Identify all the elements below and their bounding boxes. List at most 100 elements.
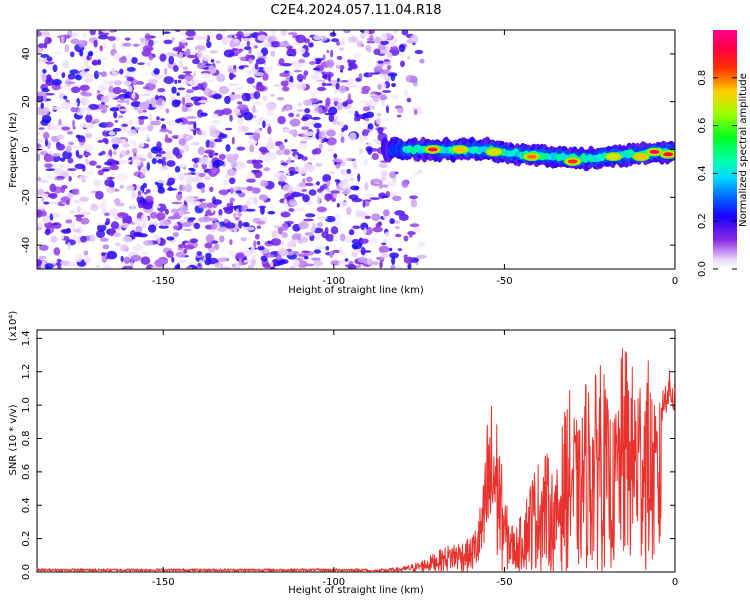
noise-speckle <box>84 68 90 72</box>
noise-speckle <box>65 199 70 206</box>
noise-speckle <box>85 133 93 138</box>
noise-speckle <box>97 72 103 75</box>
noise-speckle <box>166 236 175 241</box>
noise-speckle <box>130 254 142 262</box>
noise-speckle <box>196 50 203 59</box>
noise-speckle <box>389 218 395 225</box>
noise-speckle <box>156 212 166 221</box>
noise-speckle <box>314 147 322 155</box>
noise-speckle <box>38 255 47 260</box>
noise-speckle <box>47 122 51 131</box>
noise-speckle <box>41 106 50 115</box>
noise-speckle <box>224 95 231 105</box>
noise-speckle <box>185 30 196 37</box>
noise-speckle <box>229 239 233 246</box>
noise-speckle <box>128 118 133 124</box>
y-tick-label: -40 <box>21 237 32 253</box>
noise-speckle <box>247 197 259 201</box>
noise-speckle <box>59 157 66 162</box>
noise-speckle <box>102 80 111 84</box>
signal-peak-core <box>427 147 438 152</box>
noise-speckle <box>305 164 316 172</box>
noise-speckle <box>62 60 70 69</box>
noise-speckle <box>273 224 280 229</box>
noise-speckle <box>411 106 421 112</box>
noise-speckle <box>205 234 215 243</box>
noise-speckle <box>389 171 397 179</box>
noise-speckle <box>131 191 136 199</box>
noise-speckle <box>371 213 381 221</box>
noise-speckle <box>183 173 192 176</box>
noise-speckle <box>315 181 321 186</box>
noise-speckle <box>86 55 90 61</box>
noise-speckle <box>38 222 43 228</box>
noise-speckle <box>139 101 150 110</box>
noise-speckle <box>340 37 346 46</box>
noise-speckle <box>297 102 303 107</box>
noise-speckle <box>326 50 330 54</box>
noise-speckle <box>352 160 358 170</box>
noise-speckle <box>172 46 182 52</box>
noise-speckle <box>170 208 179 214</box>
noise-speckle <box>390 45 399 51</box>
x-tick-label: -150 <box>152 276 175 287</box>
y-tick-label: 1.2 <box>21 364 32 380</box>
noise-speckle <box>52 212 60 218</box>
noise-speckle <box>72 119 76 128</box>
noise-speckle <box>49 183 57 193</box>
noise-speckle <box>280 211 291 218</box>
noise-speckle <box>93 39 98 48</box>
noise-speckle <box>45 168 56 172</box>
noise-speckle <box>171 99 181 108</box>
noise-speckle <box>151 158 157 165</box>
noise-speckle <box>238 48 244 52</box>
noise-speckle <box>291 191 302 198</box>
noise-speckle <box>331 221 341 225</box>
noise-speckle <box>349 132 357 141</box>
noise-speckle <box>325 233 335 242</box>
noise-speckle <box>210 222 218 230</box>
noise-speckle <box>387 72 398 77</box>
noise-speckle <box>255 57 266 65</box>
noise-speckle <box>238 258 243 267</box>
noise-speckle <box>83 144 94 152</box>
noise-speckle <box>146 134 150 142</box>
noise-speckle <box>363 135 368 141</box>
noise-speckle <box>308 231 314 237</box>
noise-speckle <box>210 120 222 124</box>
noise-speckle <box>89 30 96 36</box>
noise-speckle <box>118 115 124 118</box>
noise-speckle <box>280 80 289 87</box>
noise-speckle <box>121 123 129 127</box>
noise-speckle <box>37 205 45 210</box>
noise-speckle <box>287 32 298 36</box>
noise-speckle <box>253 72 264 77</box>
noise-speckle <box>163 76 175 84</box>
noise-speckle <box>90 203 99 212</box>
y-tick-label: 0 <box>21 146 32 152</box>
noise-speckle <box>216 73 226 83</box>
noise-speckle <box>377 127 384 135</box>
noise-speckle <box>96 264 100 268</box>
snr-y-ticks: 0.0 0.2 0.4 0.6 0.8 1.0 1.2 1.4 <box>21 330 675 580</box>
noise-speckle <box>382 238 387 243</box>
noise-speckle <box>157 237 161 245</box>
noise-speckle <box>177 172 185 181</box>
noise-speckle <box>285 105 292 111</box>
noise-speckle <box>44 231 52 235</box>
noise-speckle <box>184 144 190 152</box>
noise-speckle <box>229 197 236 203</box>
noise-speckle <box>204 242 213 249</box>
noise-speckle <box>102 263 112 269</box>
noise-speckle <box>44 138 48 147</box>
noise-speckle <box>340 162 346 168</box>
noise-speckle <box>101 254 108 263</box>
noise-speckle <box>235 208 240 215</box>
noise-speckle <box>296 73 304 82</box>
noise-speckle <box>314 264 319 269</box>
noise-speckle <box>392 30 398 34</box>
noise-speckle <box>333 153 338 159</box>
colorbar-tick-label: 0.2 <box>697 213 708 229</box>
noise-speckle <box>146 124 154 132</box>
noise-speckle <box>46 56 53 62</box>
